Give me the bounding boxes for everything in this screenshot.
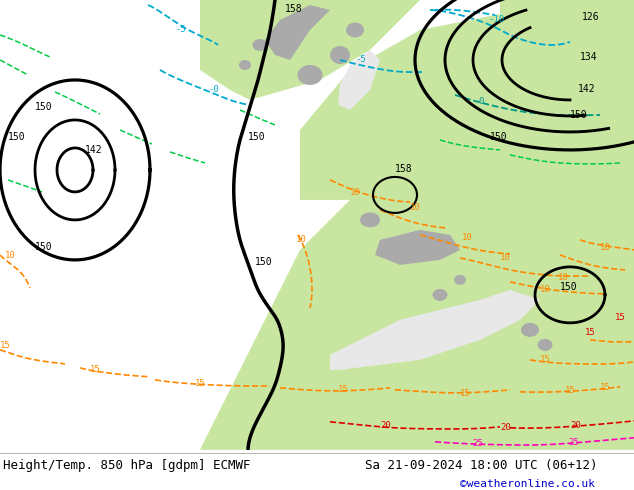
Text: 10: 10 bbox=[350, 188, 361, 197]
Ellipse shape bbox=[360, 212, 380, 227]
Text: 25: 25 bbox=[472, 439, 482, 448]
Ellipse shape bbox=[346, 23, 364, 38]
Text: 150: 150 bbox=[35, 242, 53, 252]
Polygon shape bbox=[200, 0, 420, 100]
Ellipse shape bbox=[239, 60, 251, 70]
Polygon shape bbox=[375, 230, 460, 265]
Text: 15: 15 bbox=[338, 385, 349, 394]
Ellipse shape bbox=[252, 39, 268, 51]
Ellipse shape bbox=[297, 65, 323, 85]
Text: 158: 158 bbox=[285, 4, 302, 14]
Text: 150: 150 bbox=[490, 132, 508, 142]
Polygon shape bbox=[265, 5, 330, 60]
Text: -0: -0 bbox=[208, 85, 219, 94]
Text: 10: 10 bbox=[462, 233, 473, 242]
Text: 20: 20 bbox=[380, 421, 391, 430]
Text: 15: 15 bbox=[615, 313, 626, 322]
Ellipse shape bbox=[330, 46, 350, 64]
Text: Height/Temp. 850 hPa [gdpm] ECMWF: Height/Temp. 850 hPa [gdpm] ECMWF bbox=[3, 459, 250, 471]
Text: 10: 10 bbox=[5, 251, 16, 260]
Text: 15: 15 bbox=[195, 379, 206, 388]
Text: -10: -10 bbox=[488, 15, 504, 24]
Polygon shape bbox=[330, 290, 540, 370]
Text: 15: 15 bbox=[460, 389, 471, 398]
Text: 0: 0 bbox=[478, 97, 483, 106]
Polygon shape bbox=[200, 0, 634, 450]
Ellipse shape bbox=[432, 289, 448, 301]
Text: 126: 126 bbox=[582, 12, 600, 22]
Text: 150: 150 bbox=[35, 102, 53, 112]
Text: 10: 10 bbox=[540, 285, 551, 294]
Text: 15: 15 bbox=[565, 386, 576, 395]
Text: 10: 10 bbox=[558, 273, 569, 282]
Text: 20: 20 bbox=[500, 423, 511, 432]
Text: 10: 10 bbox=[600, 243, 611, 252]
Polygon shape bbox=[300, 0, 634, 200]
Text: 142: 142 bbox=[578, 84, 595, 94]
Text: 10: 10 bbox=[296, 235, 307, 244]
Text: ©weatheronline.co.uk: ©weatheronline.co.uk bbox=[460, 479, 595, 489]
Text: 150: 150 bbox=[570, 110, 588, 120]
Text: Sa 21-09-2024 18:00 UTC (06+12): Sa 21-09-2024 18:00 UTC (06+12) bbox=[365, 459, 597, 471]
Text: 25: 25 bbox=[568, 438, 579, 447]
Text: 150: 150 bbox=[248, 132, 266, 142]
Text: -5: -5 bbox=[355, 55, 366, 64]
Text: 150: 150 bbox=[8, 132, 25, 142]
Text: 10: 10 bbox=[500, 253, 511, 262]
Text: 10: 10 bbox=[410, 203, 421, 212]
Text: 150: 150 bbox=[255, 257, 273, 267]
Ellipse shape bbox=[538, 339, 552, 351]
Text: 150: 150 bbox=[560, 282, 578, 292]
Ellipse shape bbox=[454, 275, 466, 285]
Polygon shape bbox=[500, 0, 634, 100]
Ellipse shape bbox=[521, 323, 539, 337]
Text: -5: -5 bbox=[175, 25, 186, 34]
Text: 15: 15 bbox=[540, 355, 551, 364]
Text: 15: 15 bbox=[0, 341, 11, 350]
Text: 134: 134 bbox=[580, 52, 598, 62]
Text: 158: 158 bbox=[395, 164, 413, 174]
Text: 142: 142 bbox=[85, 145, 103, 155]
Polygon shape bbox=[338, 50, 380, 110]
Text: 15: 15 bbox=[585, 328, 596, 337]
Text: 15: 15 bbox=[600, 383, 611, 392]
Text: 15: 15 bbox=[90, 365, 101, 374]
Text: 20: 20 bbox=[570, 421, 581, 430]
